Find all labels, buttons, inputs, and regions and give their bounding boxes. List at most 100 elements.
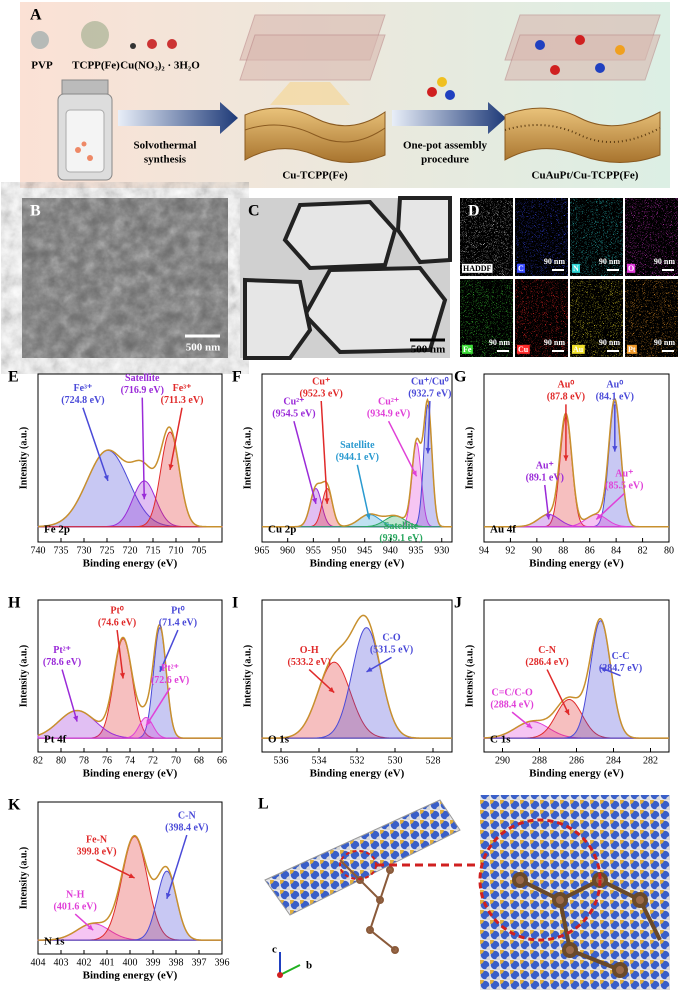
annotation-arrow [427, 400, 431, 454]
scale-label: 90 nm [654, 338, 675, 347]
x-tick-label: 730 [77, 545, 92, 556]
label: procedure [421, 154, 469, 166]
x-tick-label: 532 [350, 755, 365, 766]
arrow-head [168, 464, 174, 470]
peak-energy: (716.9 eV) [121, 385, 164, 396]
plot-frame [261, 373, 453, 543]
map-label-box [462, 344, 473, 354]
label: Solvothermal [134, 140, 197, 152]
x-tick-label: 290 [495, 755, 510, 766]
peak-fit [38, 836, 222, 941]
x-tick-label: 66 [217, 755, 227, 766]
arrow [392, 102, 506, 134]
x-tick-label: 82 [638, 545, 648, 556]
peak-energy: (78.6 eV) [43, 657, 81, 668]
envelope [37, 623, 222, 739]
scale-label: 500 nm [411, 344, 446, 356]
peak-energy: (533.2 eV) [288, 657, 331, 668]
annotation-arrow [145, 687, 171, 727]
peak-name: Satellite [340, 440, 375, 451]
annotation-arrow [159, 629, 179, 673]
peak-name: Au⁰ [558, 380, 575, 391]
x-tick-label: 940 [383, 545, 398, 556]
annotation-arrow [387, 420, 418, 477]
axis-label: c [272, 944, 277, 956]
x-tick-label: 90 [532, 545, 542, 556]
x-tick-label: 404 [31, 957, 46, 968]
arrow-head [128, 873, 135, 878]
peak-energy: (87.8 eV) [547, 392, 585, 403]
x-tick-label: 530 [388, 755, 403, 766]
scale-label: 500 nm [186, 342, 221, 354]
x-tick-label: 282 [643, 755, 658, 766]
peak-name: C=C/C-O [491, 687, 532, 698]
zoom-highlight [478, 818, 602, 942]
x-axis-label: Binding energy (eV) [310, 558, 405, 570]
peak-energy: (934.9 eV) [367, 408, 410, 419]
x-tick-label: 720 [123, 545, 138, 556]
map-label-box [572, 263, 580, 273]
x-tick-label: 78 [79, 755, 89, 766]
peak-name: Au⁺ [615, 469, 633, 480]
panel-d: HADDF C 90 nm N 90 nm O 90 nm Fe 90 nm Cu 90 nm Au 9… [460, 198, 678, 357]
arrow-head [73, 715, 79, 722]
panel-letter: L [258, 796, 269, 813]
x-tick-label: 945 [357, 545, 372, 556]
panel-letter: C [248, 203, 260, 220]
arrow-head [328, 687, 335, 693]
peak-fit [484, 416, 669, 528]
panel-letter: D [468, 203, 480, 220]
map-label-box [627, 263, 636, 273]
annotation-arrow [82, 407, 109, 482]
envelope [483, 617, 669, 739]
map-label: O [628, 264, 634, 273]
sem-texture [22, 198, 228, 358]
peak-name: C-N [178, 810, 197, 821]
peak-name: Cu²⁺ [283, 396, 304, 407]
x-tick-label: 715 [146, 545, 161, 556]
x-tick-label: 76 [102, 755, 112, 766]
map-label: HADDF [463, 264, 492, 273]
map-label-box [517, 263, 525, 273]
peak-name: Satellite [125, 373, 160, 384]
map-label-box [572, 344, 585, 354]
scale-label: 90 nm [599, 257, 620, 266]
x-tick-label: 955 [306, 545, 321, 556]
arrow-head [425, 447, 431, 454]
label: synthesis [144, 154, 187, 166]
peak-energy: (284.7 eV) [599, 663, 642, 674]
arrow-head [411, 470, 417, 477]
map-label-box [627, 344, 637, 354]
y-axis-label: Intensity (a.u.) [464, 645, 475, 708]
map-label-box [462, 263, 493, 273]
x-axis-label: Binding energy (eV) [529, 558, 624, 570]
peak-name: Cu⁺/Cu⁰ [411, 376, 449, 387]
peak-energy: (954.5 eV) [272, 408, 315, 419]
peak-name: Pt²⁺ [161, 663, 179, 674]
x-tick-label: 735 [54, 545, 69, 556]
map-signal [570, 279, 623, 357]
envelope [261, 614, 452, 739]
map-label: Cu [518, 345, 529, 354]
peak-energy: (288.4 eV) [490, 699, 533, 710]
peak-name: O-H [300, 645, 319, 656]
annotation-arrow [320, 400, 328, 504]
label: Cu-TCPP(Fe) [282, 170, 348, 182]
label: One-pot assembly [403, 140, 488, 152]
x-tick-label: 528 [426, 755, 441, 766]
x-tick-label: 950 [332, 545, 347, 556]
scale-label: 90 nm [599, 338, 620, 347]
map-signal [515, 198, 568, 276]
annotation-arrow [356, 464, 371, 520]
map-signal [460, 198, 513, 276]
y-axis-label: Intensity (a.u.) [18, 645, 29, 708]
annotation-arrow [96, 858, 135, 879]
peak-energy: (932.7 eV) [408, 388, 451, 399]
x-tick-label: 82 [33, 755, 43, 766]
x-axis-label: Binding energy (eV) [83, 970, 178, 982]
annotation-arrow [116, 629, 124, 679]
x-tick-label: 397 [192, 957, 207, 968]
peak-name: Satellite [384, 521, 419, 532]
slab-model [264, 799, 461, 916]
x-tick-label: 930 [434, 545, 449, 556]
